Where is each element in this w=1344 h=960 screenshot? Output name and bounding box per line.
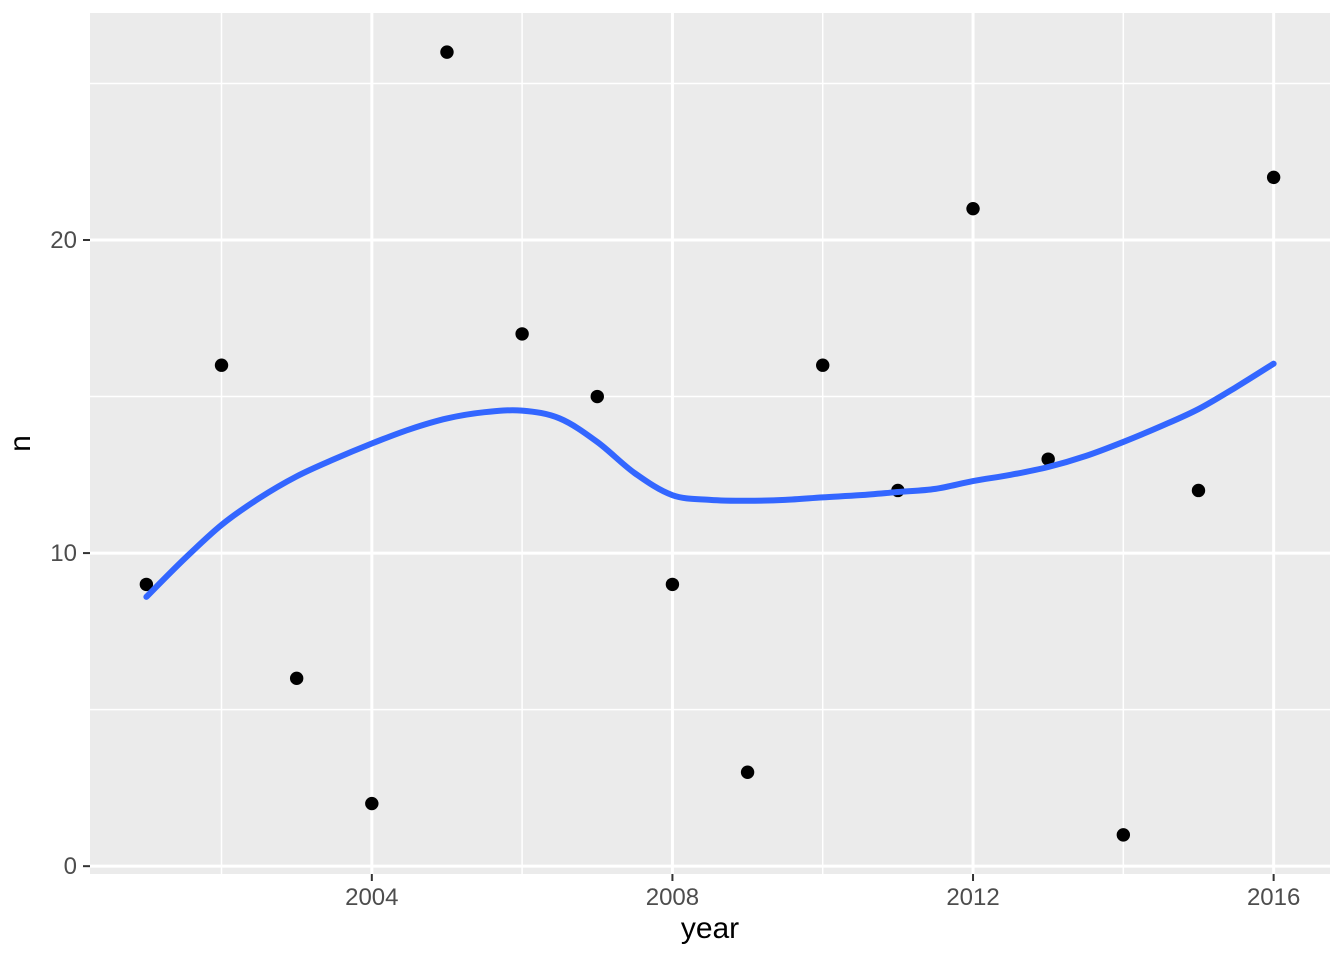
data-point <box>1116 828 1131 842</box>
data-point <box>289 671 304 686</box>
y-tick-label: 20 <box>50 227 77 254</box>
data-point <box>1191 483 1206 498</box>
data-point <box>440 45 454 59</box>
data-point <box>1041 452 1055 466</box>
data-point <box>966 201 980 216</box>
data-point <box>214 358 229 372</box>
data-point <box>816 358 830 372</box>
data-point <box>590 389 604 404</box>
x-tick-label: 2012 <box>946 884 999 911</box>
data-point <box>365 796 379 811</box>
y-tick-label: 10 <box>50 540 77 567</box>
data-point <box>665 577 680 592</box>
data-point <box>515 327 529 341</box>
smooth-line <box>143 360 1277 600</box>
data-point <box>139 577 154 592</box>
data-point <box>1266 170 1281 185</box>
x-tick-label: 2008 <box>646 884 699 911</box>
plot-panel <box>90 13 1330 874</box>
x-tick-label: 2016 <box>1247 884 1300 911</box>
y-tick-label: 0 <box>64 853 77 880</box>
y-axis-title: n <box>4 435 37 452</box>
x-tick-label: 2004 <box>345 884 398 911</box>
data-point <box>740 765 755 779</box>
x-axis-title: year <box>681 912 739 945</box>
